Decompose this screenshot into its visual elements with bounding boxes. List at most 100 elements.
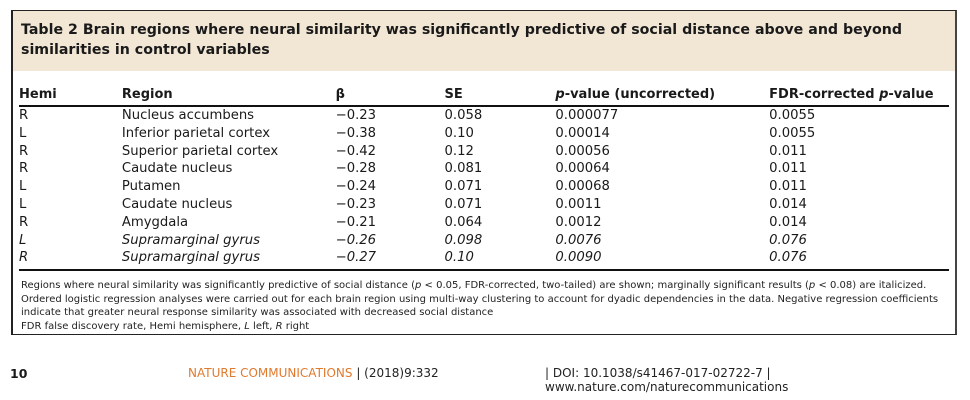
cell-p-uncorrected: 0.00064 <box>555 161 610 177</box>
p-symbol: p <box>555 86 565 102</box>
cell-hemi: L <box>19 232 27 248</box>
cell-fdr-p: 0.076 <box>769 249 949 272</box>
cell-se: 0.10 <box>444 249 556 272</box>
cell-hemi: R <box>19 143 29 159</box>
cell-region: Supramarginal gyrus <box>121 249 336 272</box>
cell-fdr-p: 0.011 <box>769 161 807 177</box>
footnote-text: < 0.05, FDR-corrected, two-tailed) are s… <box>421 280 809 291</box>
cell-p-uncorrected: 0.00056 <box>555 143 610 159</box>
cell-se: 0.064 <box>444 214 483 230</box>
cell-se: 0.071 <box>444 196 483 212</box>
doi-link[interactable]: | DOI: 10.1038/s41467-017-02722-7 | www.… <box>545 366 789 394</box>
cell-region: Caudate nucleus <box>121 161 233 177</box>
footnote-text: Regions where neural similarity was sign… <box>21 280 415 291</box>
table-footnote: Regions where neural similarity was sign… <box>21 279 951 333</box>
table-title: Brain regions where neural similarity wa… <box>21 22 903 58</box>
cell-se: 0.098 <box>444 232 483 248</box>
separator: | <box>352 366 365 380</box>
cell-fdr-p: 0.0055 <box>769 108 816 123</box>
cell-hemi: L <box>19 125 27 141</box>
cell-p-uncorrected: 0.00014 <box>555 125 610 141</box>
header-region: Region <box>121 85 336 107</box>
table-row: R Supramarginal gyrus −0.27 0.10 0.0090 0.076 <box>19 249 949 272</box>
footnote-text: < 0.08) are italicized. Ordered logistic… <box>21 280 939 319</box>
cell-beta: −0.27 <box>335 249 445 272</box>
footnote-abbreviations: FDR false discovery rate, Hemi hemispher… <box>21 320 951 334</box>
cell-hemi: R <box>19 108 29 123</box>
header-beta: β <box>335 85 445 107</box>
table-container: Table 2 Brain regions where neural simil… <box>11 10 957 335</box>
results-table: Hemi Region β SE p-value (uncorrected) F… <box>19 85 949 272</box>
cell-beta: −0.23 <box>335 196 377 212</box>
header-hemi: Hemi <box>19 85 122 107</box>
header-se: SE <box>444 85 556 107</box>
cell-hemi: R <box>19 161 29 177</box>
page-number: 10 <box>10 366 28 381</box>
cell-region: Amygdala <box>121 214 189 230</box>
cell-fdr-p: 0.014 <box>769 214 807 230</box>
table-row: R Superior parietal cortex −0.42 0.12 0.0005… <box>19 143 949 161</box>
cell-hemi: L <box>19 179 27 195</box>
cell-region: Caudate nucleus <box>121 196 233 212</box>
cell-p-uncorrected: 0.0011 <box>555 196 602 212</box>
journal-name: NATURE COMMUNICATIONS <box>188 366 353 380</box>
cell-p-uncorrected: 0.0076 <box>555 232 602 248</box>
header-fdr-suffix: -value <box>888 86 934 102</box>
table-header-row: Hemi Region β SE p-value (uncorrected) F… <box>19 85 949 107</box>
abbrev-r: R <box>275 320 283 332</box>
footnote-description: Regions where neural similarity was sign… <box>21 279 951 320</box>
cell-fdr-p: 0.076 <box>769 232 807 248</box>
table-row: L Inferior parietal cortex −0.38 0.10 0.0001… <box>19 125 949 143</box>
cell-beta: −0.21 <box>335 214 377 230</box>
footnote-text: left, <box>249 320 276 332</box>
table-row: L Supramarginal gyrus −0.26 0.098 0.0076 0.07… <box>19 232 949 250</box>
cell-beta: −0.23 <box>335 108 377 123</box>
table-caption: Table 2 Brain regions where neural simil… <box>13 11 955 71</box>
cell-fdr-p: 0.0055 <box>769 125 816 141</box>
table-row: R Amygdala −0.21 0.064 0.0012 0.014 <box>19 214 949 232</box>
cell-p-uncorrected: 0.000077 <box>555 108 619 123</box>
header-p-uncorrected: p-value (uncorrected) <box>555 85 770 107</box>
cell-beta: −0.42 <box>335 143 377 159</box>
footnote-text: right <box>282 320 310 332</box>
p-symbol: p <box>879 86 889 102</box>
cell-region: Putamen <box>121 179 181 195</box>
cell-p-uncorrected: 0.0012 <box>555 214 602 230</box>
cell-beta: −0.28 <box>335 161 377 177</box>
cell-region: Nucleus accumbens <box>121 108 255 123</box>
cell-se: 0.058 <box>444 108 483 123</box>
cell-region: Supramarginal gyrus <box>121 232 260 248</box>
cell-hemi: L <box>19 196 27 212</box>
cell-se: 0.10 <box>444 125 474 141</box>
p-symbol: p <box>415 280 422 291</box>
cell-beta: −0.24 <box>335 179 377 195</box>
cell-fdr-p: 0.011 <box>769 179 807 195</box>
cell-p-uncorrected: 0.00068 <box>555 179 610 195</box>
cell-hemi: R <box>19 214 29 230</box>
table-body: R Nucleus accumbens −0.23 0.058 0.000077 0.00… <box>19 106 949 272</box>
cell-se: 0.12 <box>444 143 474 159</box>
cell-region: Superior parietal cortex <box>121 143 279 159</box>
table-row: R Caudate nucleus −0.28 0.081 0.00064 0.011 <box>19 160 949 178</box>
p-symbol: p <box>808 280 816 291</box>
cell-fdr-p: 0.011 <box>769 143 807 159</box>
cell-p-uncorrected: 0.0090 <box>555 249 770 272</box>
table-label: Table 2 <box>21 22 78 38</box>
table-row: R Nucleus accumbens −0.23 0.058 0.000077 0.00… <box>19 106 949 125</box>
abbrev-l: L <box>244 320 250 332</box>
journal-citation: NATURE COMMUNICATIONS | (2018)9:332 <box>188 366 439 380</box>
cell-se: 0.071 <box>444 179 483 195</box>
cell-fdr-p: 0.014 <box>769 196 807 212</box>
footnote-text: FDR false discovery rate, Hemi hemispher… <box>21 320 245 332</box>
citation-volume: (2018)9:332 <box>364 366 439 380</box>
cell-hemi: R <box>19 249 122 272</box>
cell-beta: −0.38 <box>335 125 377 141</box>
table-row: L Caudate nucleus −0.23 0.071 0.0011 0.014 <box>19 196 949 214</box>
cell-region: Inferior parietal cortex <box>121 125 271 141</box>
header-p-text: -value (uncorrected) <box>564 86 716 102</box>
header-fdr-p: FDR-corrected p-value <box>769 85 949 107</box>
cell-beta: −0.26 <box>335 232 377 248</box>
table-row: L Putamen −0.24 0.071 0.00068 0.011 <box>19 178 949 196</box>
cell-se: 0.081 <box>444 161 483 177</box>
header-fdr-text: FDR-corrected <box>769 86 880 102</box>
